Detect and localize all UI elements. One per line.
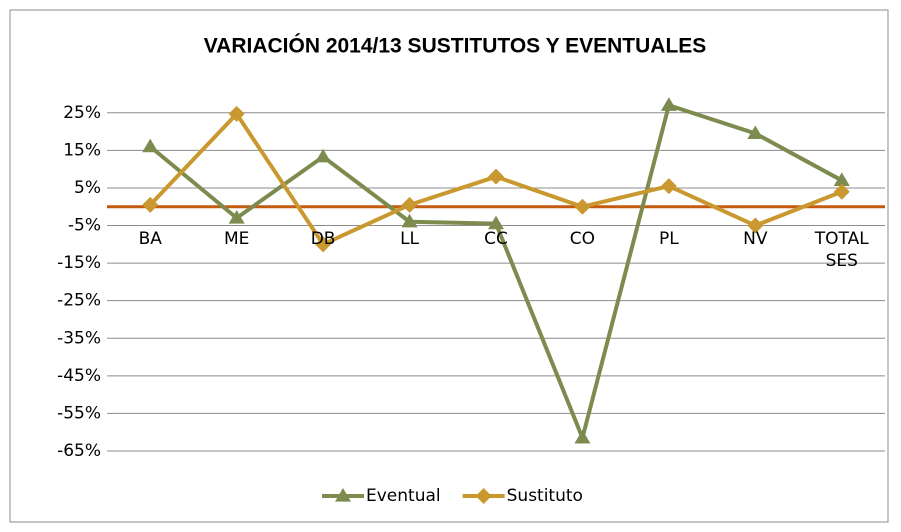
x-tick-label: DB xyxy=(310,228,336,249)
x-tick-label: CC xyxy=(484,228,508,249)
y-tick-label: -5% xyxy=(68,216,101,236)
data-point xyxy=(228,105,245,122)
data-point xyxy=(142,196,159,213)
data-point xyxy=(315,236,332,253)
data-point xyxy=(401,196,418,213)
data-point xyxy=(574,429,591,444)
data-point xyxy=(488,168,504,185)
x-tick-label: TOTAL SES xyxy=(814,228,869,271)
x-tick-label: PL xyxy=(659,228,679,249)
data-point xyxy=(142,138,159,153)
y-tick-label: -55% xyxy=(57,403,101,423)
legend-marker xyxy=(475,488,492,504)
legend-label: Sustituto xyxy=(507,486,583,506)
data-point xyxy=(401,213,418,228)
data-point xyxy=(315,148,332,163)
y-tick-label: -25% xyxy=(57,291,101,311)
data-point xyxy=(488,215,504,230)
y-tick-label: -45% xyxy=(57,366,101,386)
y-tick-label: -35% xyxy=(57,328,101,348)
x-tick-label: ME xyxy=(223,228,250,249)
legend-label: Eventual xyxy=(366,486,441,506)
data-point xyxy=(660,178,677,195)
y-tick-label: 5% xyxy=(74,178,101,198)
y-tick-label: 25% xyxy=(63,103,101,123)
x-tick-label: CO xyxy=(569,228,596,249)
chart-title: VARIACIÓN 2014/13 SUSTITUTOS Y EVENTUALE… xyxy=(204,34,707,58)
data-point xyxy=(747,125,764,140)
legend-marker xyxy=(335,488,351,502)
x-tick-label: BA xyxy=(138,228,162,249)
y-tick-label: 15% xyxy=(63,140,101,160)
chart-frame xyxy=(9,9,889,523)
y-tick-label: -15% xyxy=(57,253,101,273)
y-tick-label: -65% xyxy=(57,441,101,461)
data-point xyxy=(660,97,677,111)
data-point xyxy=(833,172,850,187)
x-tick-label: NV xyxy=(743,228,768,249)
data-point xyxy=(747,217,764,234)
data-point xyxy=(574,198,591,215)
data-point xyxy=(228,210,245,224)
data-point xyxy=(833,183,850,200)
x-tick-label: LL xyxy=(400,228,420,249)
